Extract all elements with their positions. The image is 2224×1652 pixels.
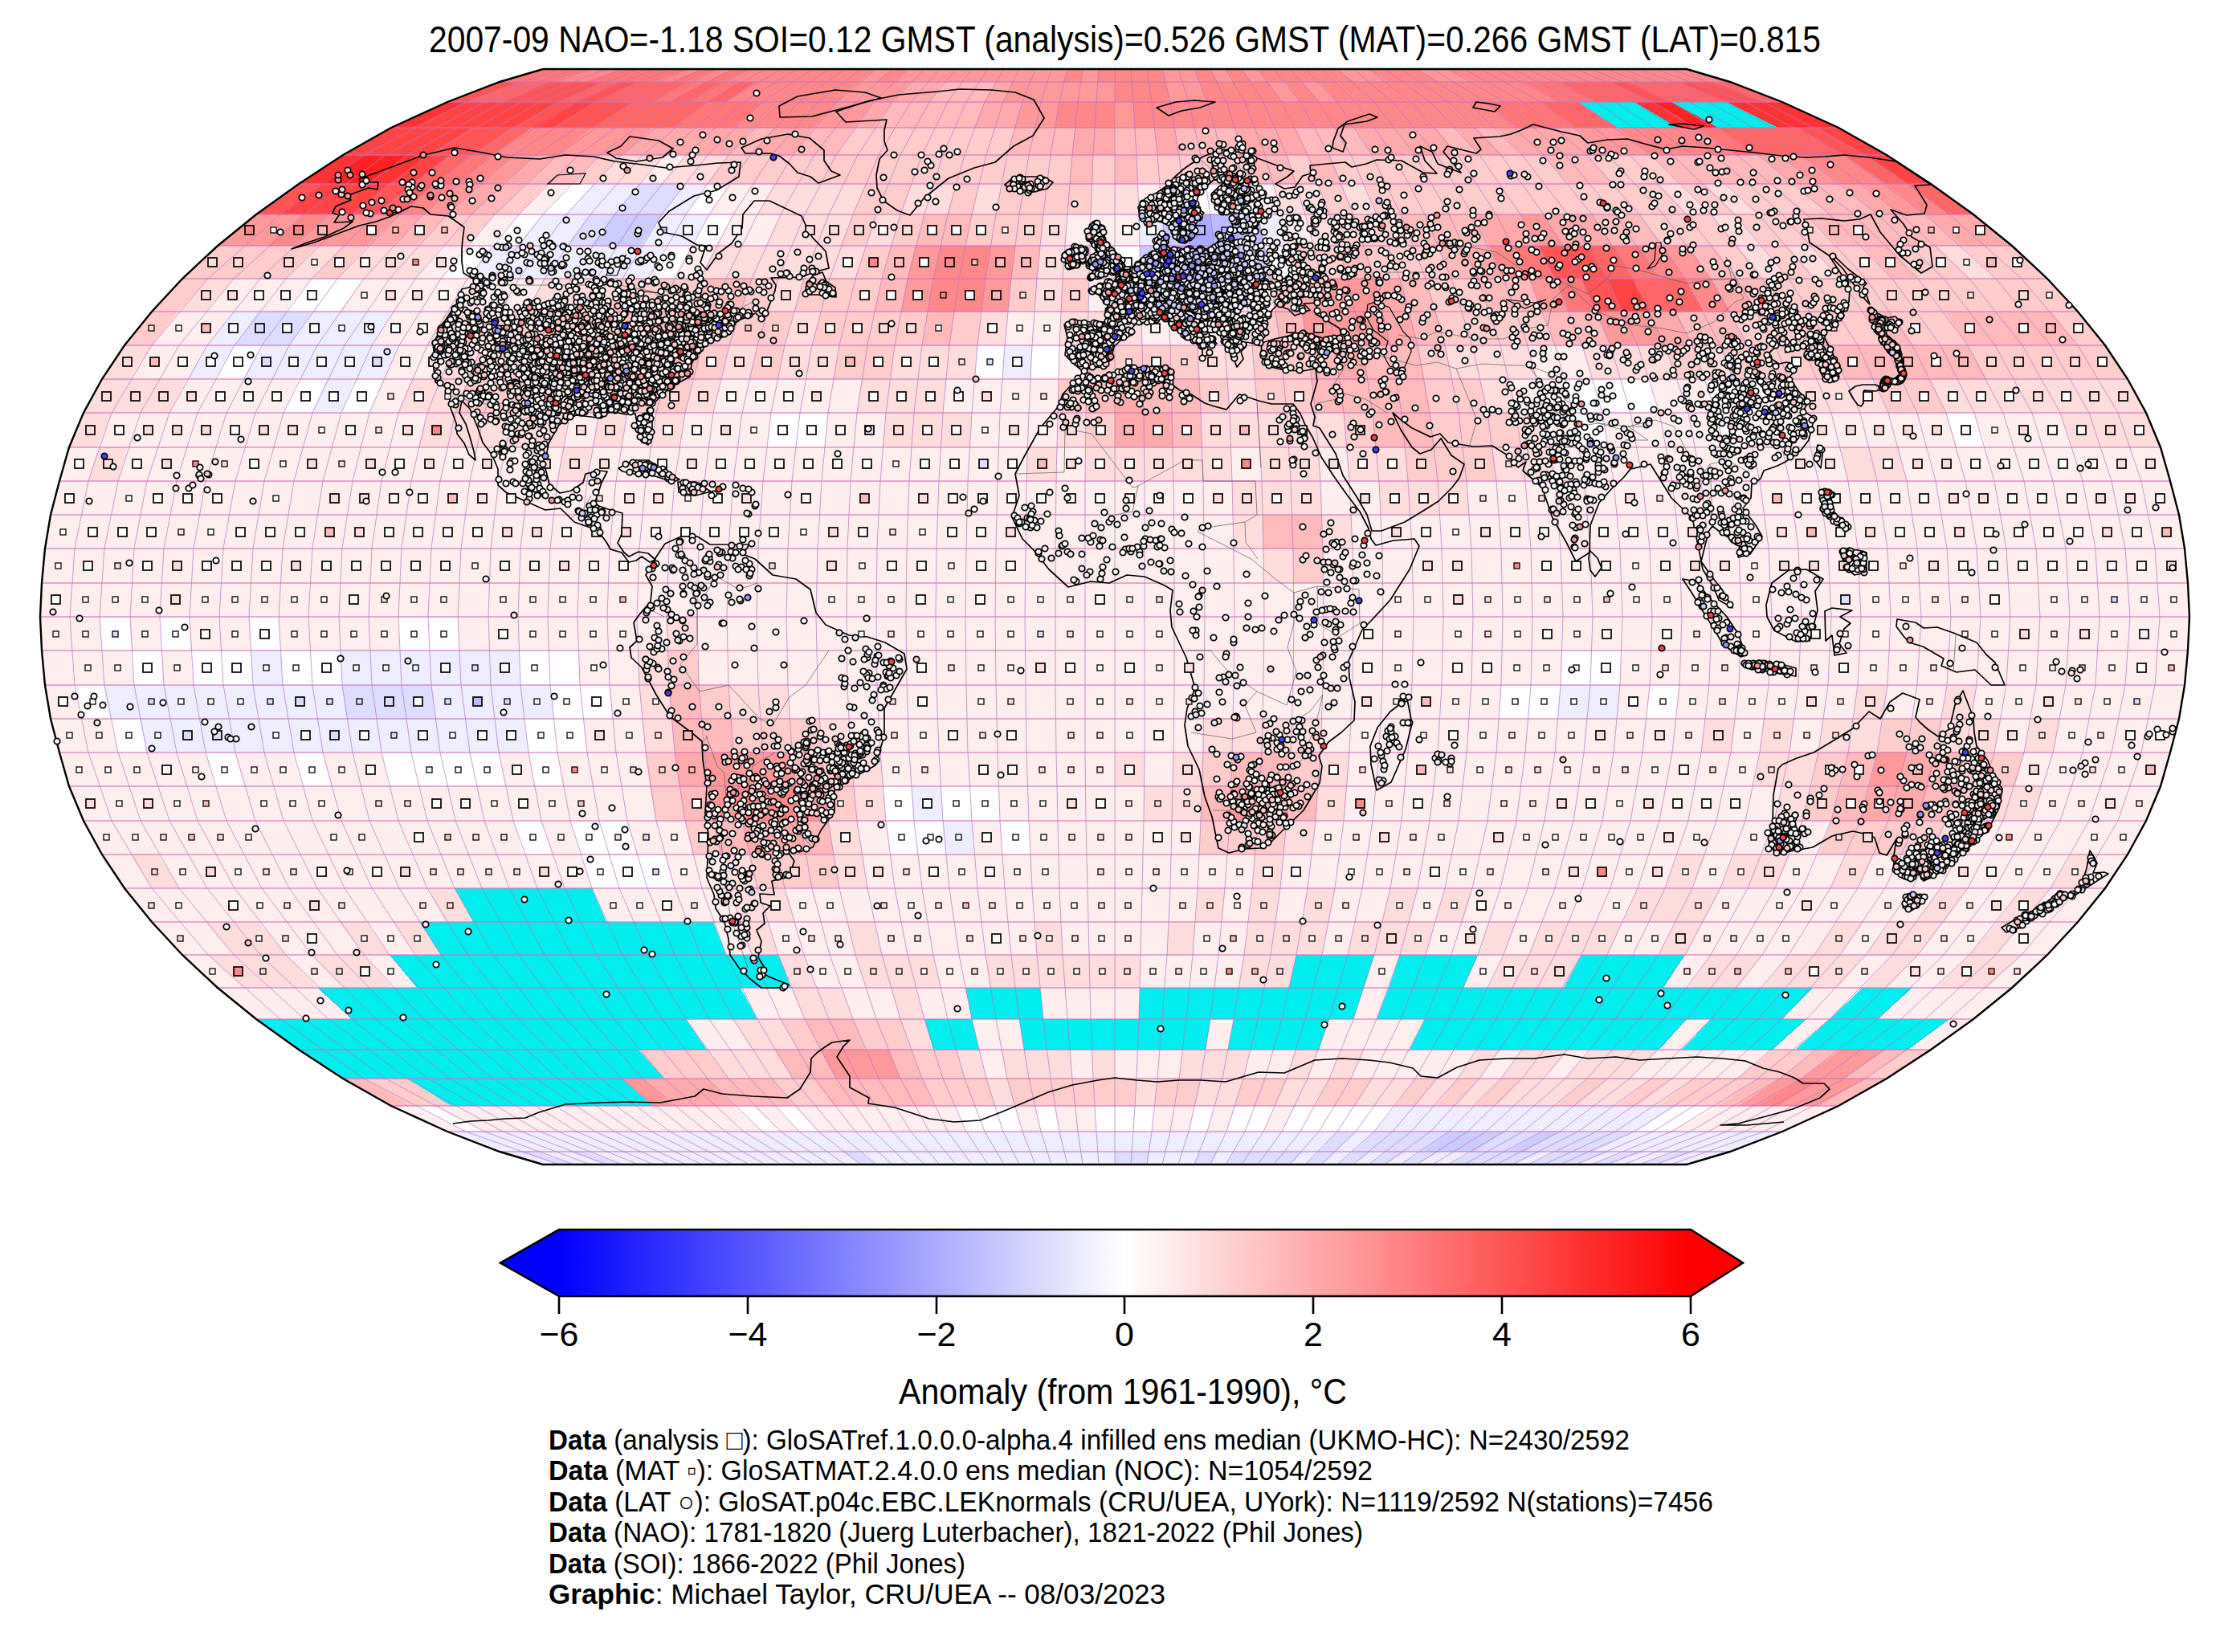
svg-text:2007-09 NAO=-1.18 SOI=0.12 GMS: 2007-09 NAO=-1.18 SOI=0.12 GMST (analysi… (429, 18, 1821, 60)
svg-text:−2: −2 (916, 1315, 956, 1353)
svg-text:Anomaly (from 1961-1990), °C: Anomaly (from 1961-1990), °C (899, 1372, 1347, 1411)
svg-text:Graphic: Michael Taylor, CRU/U: Graphic: Michael Taylor, CRU/UEA -- 08/0… (549, 1578, 1165, 1609)
svg-text:4: 4 (1492, 1315, 1512, 1353)
svg-text:Data (analysis □): GloSATref.1: Data (analysis □): GloSATref.1.0.0.0-alp… (549, 1424, 1630, 1455)
svg-text:0: 0 (1115, 1315, 1134, 1353)
svg-text:2: 2 (1304, 1315, 1323, 1353)
svg-text:Data (LAT ○): GloSAT.p04c.EBC.: Data (LAT ○): GloSAT.p04c.EBC.LEKnormals… (549, 1486, 1713, 1517)
svg-text:Data (NAO): 1781-1820 (Juerg L: Data (NAO): 1781-1820 (Juerg Luterbacher… (549, 1516, 1363, 1548)
svg-text:Data (SOI): 1866-2022 (Phil Jo: Data (SOI): 1866-2022 (Phil Jones) (549, 1548, 965, 1579)
svg-text:−6: −6 (539, 1315, 578, 1353)
svg-text:Data (MAT ▫): GloSATMAT.2.4.0.: Data (MAT ▫): GloSATMAT.2.4.0.0 ens medi… (549, 1454, 1373, 1486)
svg-text:−4: −4 (728, 1315, 767, 1353)
svg-text:6: 6 (1681, 1315, 1700, 1353)
